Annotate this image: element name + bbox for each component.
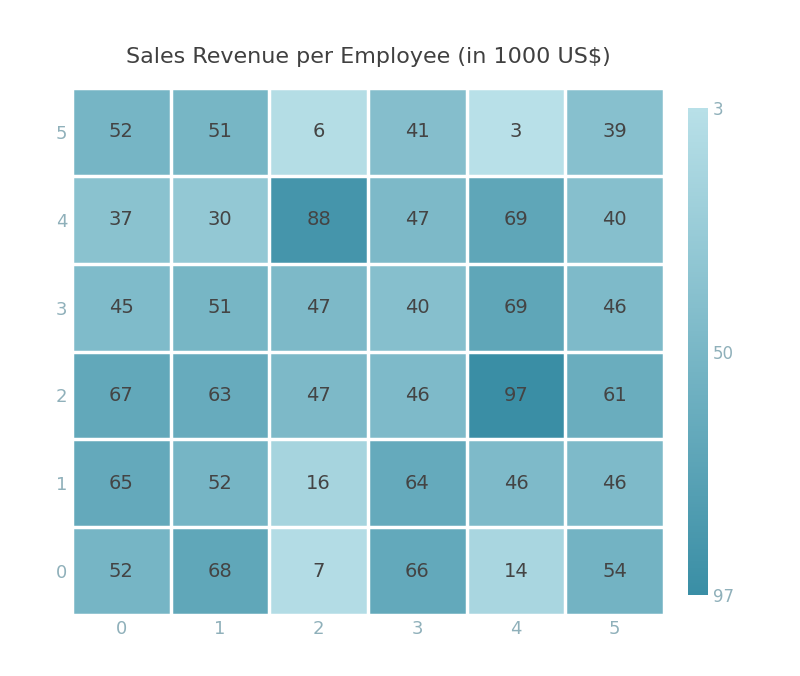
Text: 30: 30: [208, 210, 232, 229]
Text: 65: 65: [109, 474, 134, 493]
Text: 46: 46: [504, 474, 528, 493]
Text: 6: 6: [313, 122, 325, 141]
Text: 14: 14: [504, 562, 528, 581]
Text: 88: 88: [306, 210, 331, 229]
Text: 52: 52: [109, 562, 134, 581]
Text: 51: 51: [207, 122, 233, 141]
Text: 66: 66: [405, 562, 430, 581]
Text: 47: 47: [405, 210, 430, 229]
Text: 51: 51: [207, 298, 233, 317]
Text: 69: 69: [504, 210, 528, 229]
Text: 41: 41: [405, 122, 430, 141]
Text: 37: 37: [109, 210, 134, 229]
Text: 54: 54: [602, 562, 627, 581]
Text: 67: 67: [109, 386, 134, 405]
Text: 64: 64: [405, 474, 430, 493]
Text: 63: 63: [208, 386, 232, 405]
Text: 52: 52: [109, 122, 134, 141]
Text: 47: 47: [306, 386, 331, 405]
Text: 45: 45: [109, 298, 134, 317]
Text: 97: 97: [504, 386, 528, 405]
Text: 46: 46: [602, 298, 627, 317]
Text: 7: 7: [313, 562, 325, 581]
Text: 46: 46: [602, 474, 627, 493]
Text: 40: 40: [405, 298, 430, 317]
Text: 39: 39: [602, 122, 627, 141]
Text: 68: 68: [208, 562, 232, 581]
Text: 40: 40: [602, 210, 627, 229]
Text: 69: 69: [504, 298, 528, 317]
Title: Sales Revenue per Employee (in 1000 US$): Sales Revenue per Employee (in 1000 US$): [126, 47, 610, 67]
Text: 3: 3: [510, 122, 522, 141]
Text: 16: 16: [306, 474, 331, 493]
Text: 52: 52: [207, 474, 233, 493]
Text: 61: 61: [602, 386, 627, 405]
Text: 47: 47: [306, 298, 331, 317]
Text: 46: 46: [405, 386, 430, 405]
